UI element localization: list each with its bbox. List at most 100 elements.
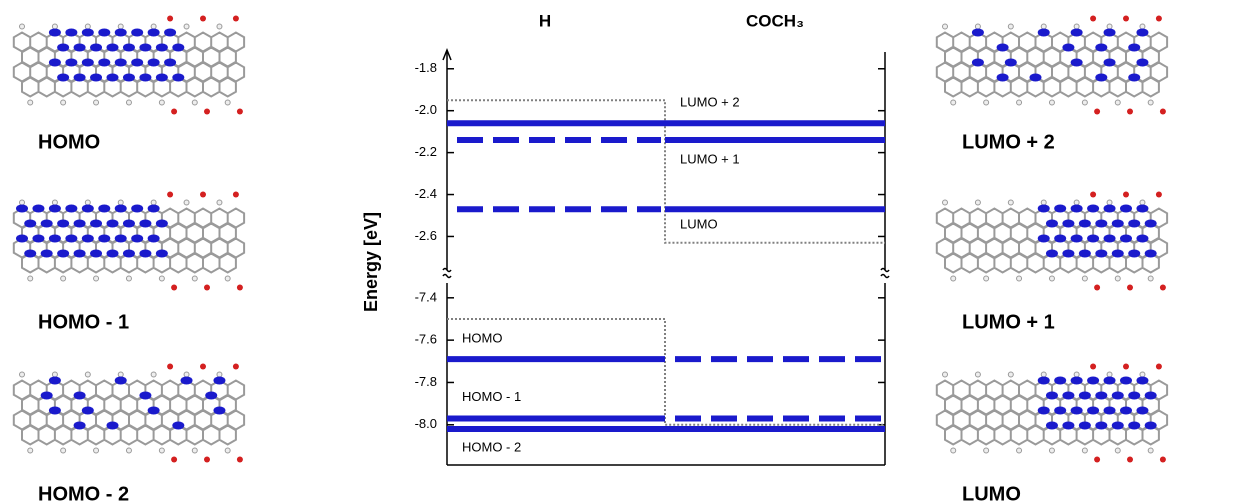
atom xyxy=(1107,372,1112,377)
orbital-lobe xyxy=(213,377,225,385)
orbital-lobe xyxy=(1145,392,1157,400)
orbital-lobe xyxy=(1071,235,1083,243)
orbital-lobe xyxy=(1095,44,1107,52)
atom xyxy=(1074,200,1079,205)
orbital-lobe xyxy=(1062,422,1074,430)
orbital-lobe xyxy=(148,205,160,213)
atom xyxy=(184,372,189,377)
atom xyxy=(1107,200,1112,205)
atom xyxy=(1049,448,1054,453)
atom xyxy=(1140,24,1145,29)
atom xyxy=(20,372,25,377)
atom xyxy=(1140,372,1145,377)
panel-label: LUMO + 1 xyxy=(962,311,1055,333)
level-label: HOMO - 2 xyxy=(462,439,521,454)
orbital-lobe xyxy=(16,205,28,213)
atom xyxy=(984,100,989,105)
atom xyxy=(943,372,948,377)
atom xyxy=(1115,448,1120,453)
atom xyxy=(61,276,66,281)
orbital-lobe xyxy=(1136,407,1148,415)
oxygen xyxy=(1123,16,1129,22)
oxygen xyxy=(1156,192,1162,198)
atom xyxy=(1082,276,1087,281)
y-tick-label: -1.8 xyxy=(415,60,437,75)
orbital-lobe xyxy=(82,235,94,243)
atom xyxy=(1017,100,1022,105)
atom xyxy=(61,100,66,105)
atom xyxy=(85,200,90,205)
atom xyxy=(159,448,164,453)
orbital-lobe xyxy=(1079,422,1091,430)
orbital-lobe xyxy=(49,407,61,415)
orbital-lobe xyxy=(1095,74,1107,82)
orbital-lobe xyxy=(82,29,94,37)
orbital-lobe xyxy=(1145,220,1157,228)
oxygen xyxy=(1090,364,1096,370)
orbital-lobe xyxy=(90,74,102,82)
level-label: LUMO + 2 xyxy=(680,95,740,110)
orbital-lobe xyxy=(1046,392,1058,400)
orbital-lobe xyxy=(181,377,193,385)
atom xyxy=(984,276,989,281)
orbital-lobe xyxy=(164,29,176,37)
orbital-lobe xyxy=(90,220,102,228)
orbital-lobe xyxy=(148,235,160,243)
orbital-lobe xyxy=(1046,422,1058,430)
orbital-lobe xyxy=(139,392,151,400)
panel-label: HOMO - 1 xyxy=(38,311,129,333)
orbital-lobe xyxy=(1062,44,1074,52)
atom xyxy=(151,200,156,205)
orbital-lobe xyxy=(213,407,225,415)
atom xyxy=(118,372,123,377)
orbital-lobe xyxy=(1095,250,1107,258)
orbital-lobe xyxy=(997,44,1009,52)
oxygen xyxy=(1127,457,1133,463)
orbital-lobe xyxy=(1120,377,1132,385)
orbital-lobe xyxy=(82,59,94,67)
y-tick-label: -7.4 xyxy=(415,289,437,304)
orbital-lobe xyxy=(156,74,168,82)
panel-label: LUMO + 2 xyxy=(962,131,1055,153)
orbital-lobe xyxy=(106,74,118,82)
orbital-lobe xyxy=(1104,205,1116,213)
atom xyxy=(118,200,123,205)
reference-line xyxy=(447,319,885,425)
orbital-lobe xyxy=(139,44,151,52)
oxygen xyxy=(1156,364,1162,370)
orbital-lobe xyxy=(1087,205,1099,213)
atom xyxy=(975,200,980,205)
orbital-lobe xyxy=(1087,235,1099,243)
y-axis-label: Energy [eV] xyxy=(361,212,381,312)
orbital-lobe xyxy=(98,205,110,213)
atom xyxy=(85,372,90,377)
orbital-lobe xyxy=(1038,205,1050,213)
panel-label: HOMO - 2 xyxy=(38,483,129,504)
orbital-lobe xyxy=(57,44,69,52)
oxygen xyxy=(1094,285,1100,291)
atom xyxy=(1049,100,1054,105)
orbital-lobe xyxy=(123,44,135,52)
orbital-lobe xyxy=(1136,205,1148,213)
orbital-lobe xyxy=(1071,29,1083,37)
orbital-lobe xyxy=(1071,59,1083,67)
orbital-lobe xyxy=(1095,392,1107,400)
orbital-lobe xyxy=(1054,205,1066,213)
orbital-lobe xyxy=(1079,392,1091,400)
orbital-lobe xyxy=(1136,29,1148,37)
atom xyxy=(1008,24,1013,29)
orbital-lobe xyxy=(1005,59,1017,67)
atom xyxy=(1107,24,1112,29)
orbital-lobe xyxy=(16,235,28,243)
orbital-lobe xyxy=(74,44,86,52)
orbital-lobe xyxy=(98,29,110,37)
atom xyxy=(975,24,980,29)
orbital-lobe xyxy=(997,74,1009,82)
orbital-lobe xyxy=(115,59,127,67)
oxygen xyxy=(1090,192,1096,198)
atom xyxy=(28,448,33,453)
orbital-lobe xyxy=(1062,392,1074,400)
orbital-lobe xyxy=(1087,377,1099,385)
orbital-lobe xyxy=(1062,250,1074,258)
oxygen xyxy=(1127,109,1133,115)
